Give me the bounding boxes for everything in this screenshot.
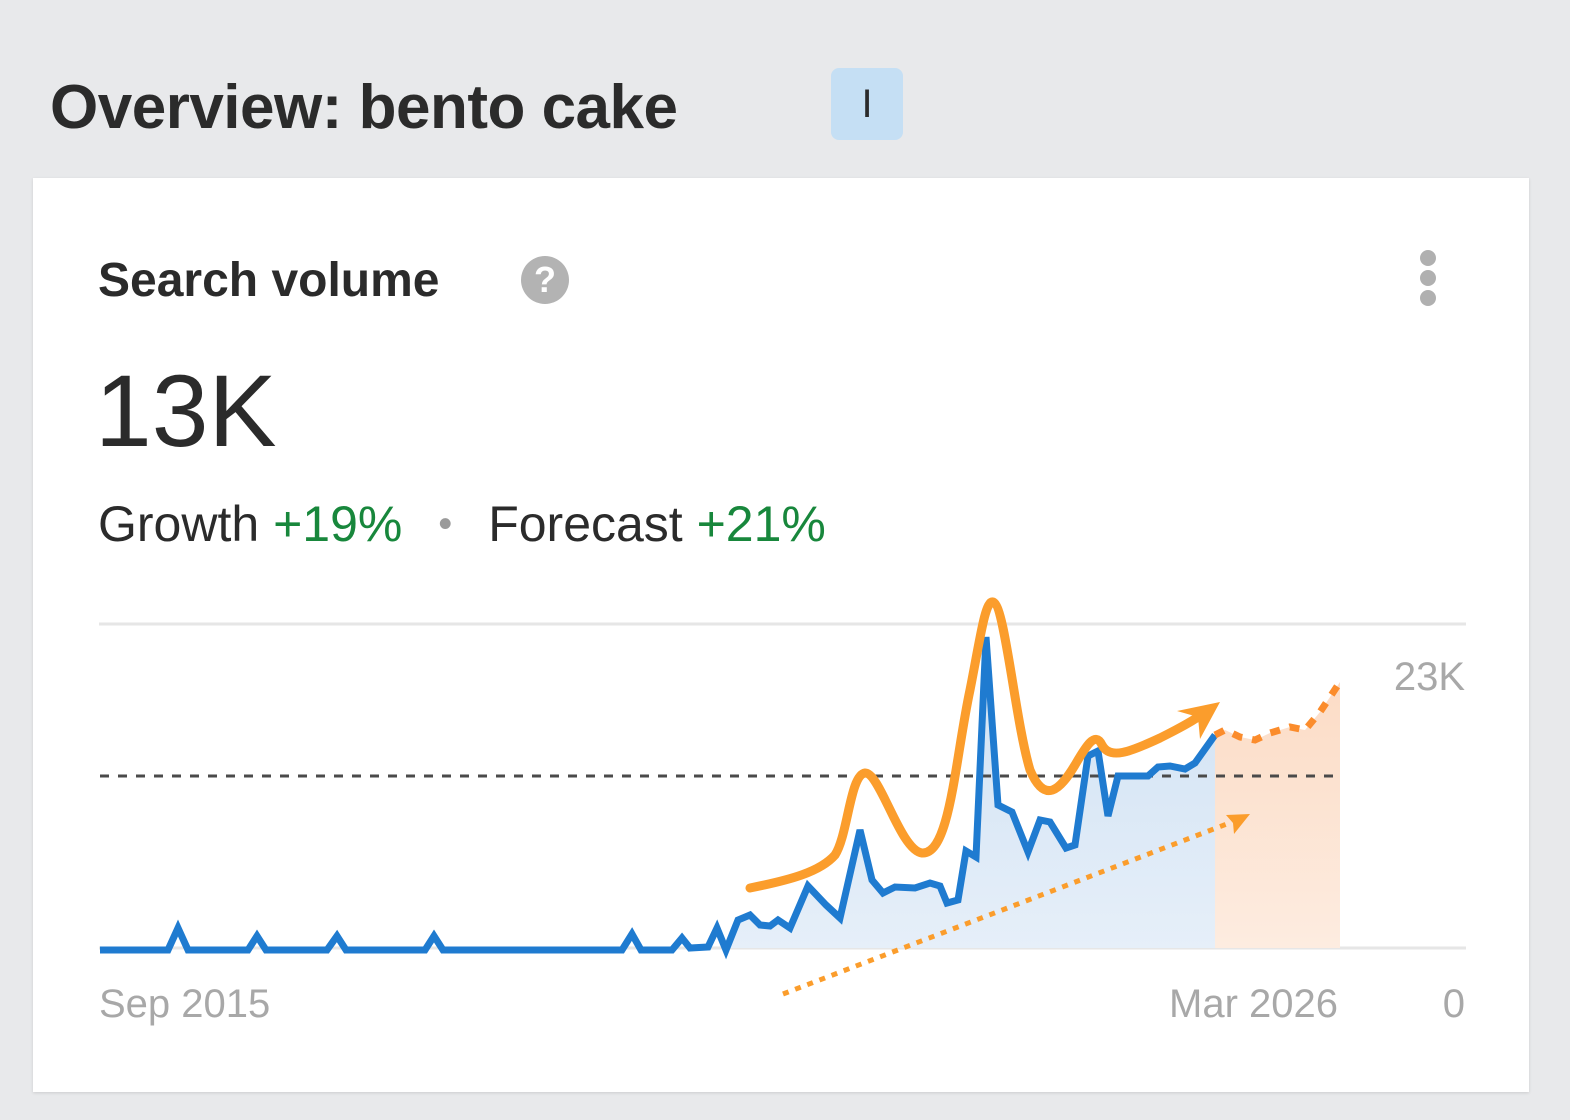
growth-value: +19%	[273, 496, 403, 552]
growth-forecast-row: Growth +19% • Forecast +21%	[98, 496, 826, 556]
x-end-label: Mar 2026	[1169, 982, 1338, 1026]
forecast-area	[1215, 682, 1340, 948]
forecast-label: Forecast	[488, 496, 683, 552]
history-area	[726, 637, 1215, 950]
trend-arrowhead-icon	[1177, 702, 1220, 739]
growth-label: Growth	[98, 496, 260, 552]
page-title: Overview: bento cake	[50, 73, 678, 142]
x-start-label: Sep 2015	[99, 982, 270, 1026]
trend-annotation-curve	[745, 597, 1210, 893]
search-volume-value: 13K	[95, 354, 277, 468]
forecast-value: +21%	[696, 496, 826, 552]
separator-dot: •	[438, 502, 453, 546]
intent-badge[interactable]: I	[831, 68, 903, 140]
card-title: Search volume	[98, 254, 440, 307]
dotted-trend-arrow	[782, 819, 1233, 997]
question-circle-icon[interactable]: ?	[521, 256, 569, 304]
history-line	[100, 636, 1218, 960]
y-min-label: 0	[1443, 982, 1465, 1026]
vertical-ellipsis-icon[interactable]	[1413, 248, 1443, 312]
dotted-arrowhead-icon	[1226, 814, 1250, 834]
y-max-label: 23K	[1394, 655, 1465, 699]
